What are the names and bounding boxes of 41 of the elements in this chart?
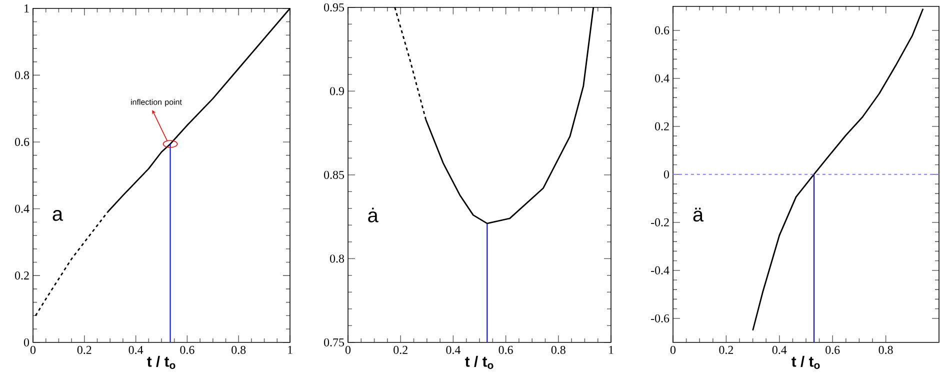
x-tick-label: 0.6 bbox=[180, 346, 194, 354]
x-tick-label: 0.2 bbox=[77, 346, 92, 354]
y-tick-label: 0 bbox=[664, 170, 670, 178]
x-tick-label: 0.6 bbox=[498, 346, 513, 354]
y-tick-label: 0.4 bbox=[14, 204, 30, 213]
annotation: a bbox=[52, 210, 64, 221]
x-tick-label: 0.2 bbox=[394, 346, 408, 354]
y-tick-label: -0.2 bbox=[651, 218, 669, 226]
x-tick-label: 0.8 bbox=[232, 346, 246, 354]
x-tick-label: 0.4 bbox=[772, 346, 787, 354]
x-axis-title: t / t$_{o}$ bbox=[147, 356, 176, 369]
x-tick-label: 0.8 bbox=[878, 346, 893, 354]
y-tick-label: 0.8 bbox=[330, 254, 344, 262]
x-tick-label: 0.4 bbox=[446, 346, 460, 354]
x-tick-label: 0.2 bbox=[719, 346, 734, 354]
x-tick-label: 0 bbox=[670, 346, 676, 354]
y-tick-label: 0.2 bbox=[14, 271, 29, 280]
x-tick-label: 0 bbox=[30, 346, 36, 354]
x-tick-label: 0.4 bbox=[128, 346, 144, 354]
x-tick-label: 0.8 bbox=[551, 346, 566, 354]
y-tick-label: 1 bbox=[24, 4, 29, 12]
y-tick-label: 0.4 bbox=[654, 74, 670, 82]
y-tick-label: 0.85 bbox=[324, 170, 344, 179]
y-tick-label: 0.6 bbox=[14, 138, 30, 146]
x-tick-label: 0.6 bbox=[826, 346, 840, 354]
x-tick-label: 0 bbox=[345, 346, 351, 354]
y-tick-label: 0.95 bbox=[324, 3, 344, 12]
y-tick-label: 0.75 bbox=[324, 338, 344, 346]
y-tick-label: 0 bbox=[24, 338, 30, 346]
annotation: ȧ bbox=[368, 208, 378, 222]
y-tick-label: -0.4 bbox=[651, 266, 670, 274]
x-axis-title: t / t$_{o}$ bbox=[792, 356, 820, 369]
y-tick-label: 0.6 bbox=[654, 26, 670, 34]
y-tick-label: 0.9 bbox=[330, 86, 344, 95]
annotation: ä bbox=[693, 208, 704, 222]
x-tick-label: 1 bbox=[609, 346, 614, 354]
y-tick-label: -0.6 bbox=[651, 314, 670, 322]
y-tick-label: 0.8 bbox=[14, 70, 30, 80]
x-tick-label: 1 bbox=[288, 346, 292, 354]
y-tick-label: 0.2 bbox=[654, 122, 669, 130]
x-axis-title: t / t$_{o}$ bbox=[465, 356, 494, 369]
